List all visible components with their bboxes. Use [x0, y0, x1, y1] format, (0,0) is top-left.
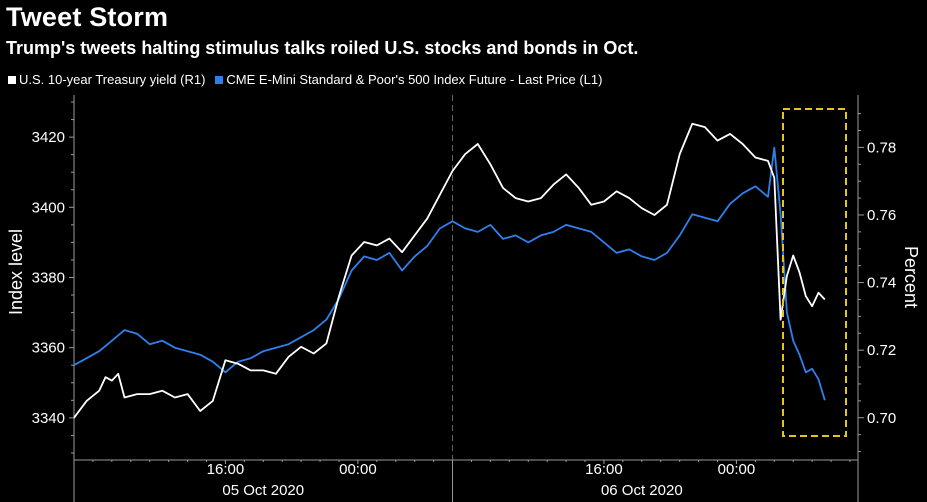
y2-tick-label: 0.72	[867, 342, 896, 359]
legend: U.S. 10-year Treasury yield (R1) CME E-M…	[8, 72, 602, 87]
x-tick-label: 16:00	[207, 461, 245, 478]
y-tick-label: 3360	[32, 340, 65, 357]
x-date-label: 05 Oct 2020	[222, 482, 304, 499]
legend-swatch-yield	[8, 75, 16, 84]
legend-swatch-index	[215, 75, 224, 84]
y2-tick-label: 0.76	[867, 207, 896, 224]
x-tick-label: 00:00	[718, 461, 756, 478]
y-tick-label: 3400	[32, 199, 65, 216]
series-line-yield	[73, 122, 826, 419]
legend-label-yield: U.S. 10-year Treasury yield (R1)	[19, 72, 206, 87]
y-tick-label: 3420	[32, 129, 65, 146]
y2-axis-label: Percent	[901, 246, 921, 308]
legend-item-index: CME E-Mini Standard & Poor's 500 Index F…	[215, 72, 602, 87]
x-tick-label: 16:00	[585, 461, 623, 478]
y2-tick-label: 0.74	[867, 275, 896, 292]
series-group	[73, 108, 847, 437]
y2-tick-label: 0.70	[867, 410, 896, 427]
x-date-label: 06 Oct 2020	[601, 482, 683, 499]
chart-subtitle: Trump's tweets halting stimulus talks ro…	[6, 38, 639, 58]
series-line-index	[73, 146, 826, 401]
y-tick-label: 3380	[32, 270, 65, 287]
y2-tick-label: 0.78	[867, 139, 896, 156]
x-tick-label: 00:00	[339, 461, 377, 478]
y-tick-label: 3340	[32, 410, 65, 427]
y-axis-label: Index level	[6, 229, 26, 315]
legend-label-index: CME E-Mini Standard & Poor's 500 Index F…	[226, 72, 603, 87]
chart-title: Tweet Storm	[6, 2, 169, 32]
legend-item-yield: U.S. 10-year Treasury yield (R1)	[8, 72, 205, 87]
highlight-box	[782, 108, 847, 437]
axes-group: 3340 3360 3380 3400 3420 0.70 0.72 0.74 0.76 0.78…	[32, 95, 896, 502]
